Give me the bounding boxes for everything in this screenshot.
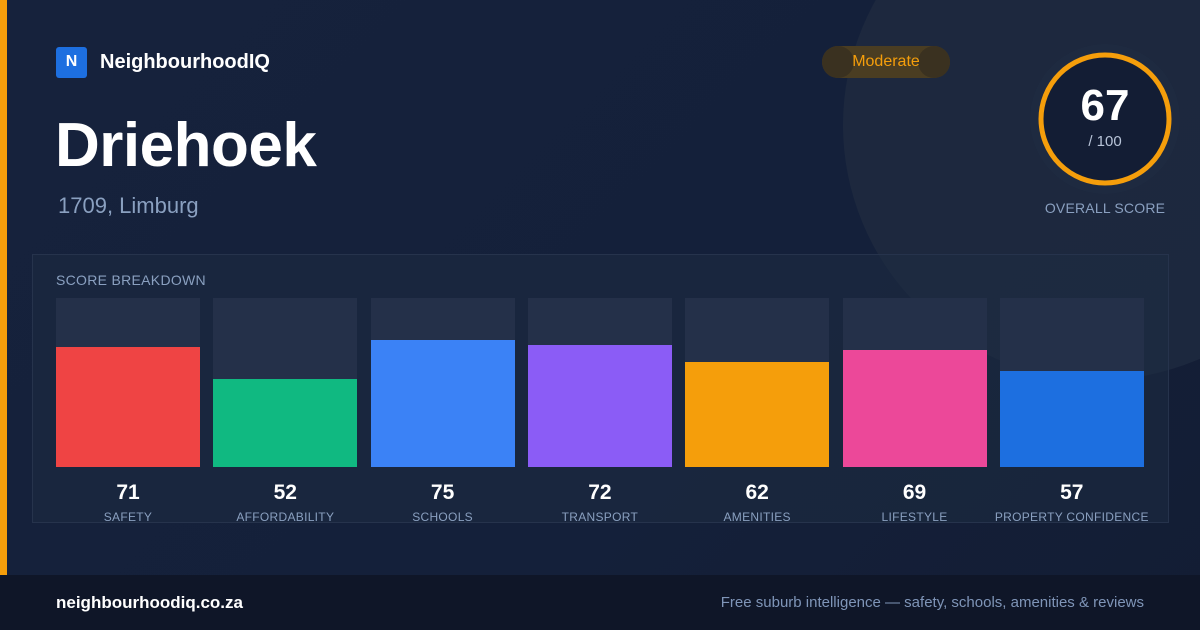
overall-score-value: 67 (1080, 81, 1130, 130)
bar-label: SAFETY (103, 510, 153, 524)
bar-track (213, 298, 358, 467)
bar-value: 57 (1060, 481, 1084, 504)
bar-fill (370, 340, 515, 467)
bar-fill (999, 371, 1144, 467)
bar-label: PROPERTY CONFIDENCE (994, 510, 1149, 524)
bar-track (56, 298, 200, 467)
overall-score-ring: 67 / 100 (1030, 44, 1180, 194)
bar-value: 69 (902, 481, 927, 504)
score-breakdown-panel: SCORE BREAKDOWN 71 SAFETY 52 AFFORDABILITY 7… (32, 254, 1169, 524)
bar-fill (213, 379, 358, 467)
footer-tagline: Free suburb intelligence — safety, schoo… (720, 594, 1144, 611)
bar-track (527, 298, 672, 467)
bar-value: 75 (430, 481, 455, 504)
rating-badge: Moderate (822, 46, 950, 78)
bar-track (685, 298, 830, 467)
bar-value: 72 (588, 481, 612, 504)
bar-label: AFFORDABILITY (236, 510, 335, 524)
bar-track (370, 298, 515, 467)
suburb-location: 1709, Limburg (58, 193, 199, 218)
score-ring-circle (1038, 52, 1172, 186)
footer-url[interactable]: neighbourhoodiq.co.za (56, 592, 243, 612)
bar-label: LIFESTYLE (881, 510, 948, 524)
bar-fill (56, 347, 200, 467)
bar-label: TRANSPORT (561, 510, 639, 524)
bar-label: SCHOOLS (412, 510, 473, 524)
brand-logo-icon: N (56, 46, 87, 78)
brand: N NeighbourhoodIQ (56, 46, 270, 78)
bar-value: 62 (745, 481, 769, 504)
bar-value: 52 (273, 481, 297, 504)
bar-fill (527, 345, 672, 467)
suburb-title: Driehoek (55, 111, 317, 180)
brand-name: NeighbourhoodIQ (100, 50, 270, 73)
rating-badge-label: Moderate (852, 53, 920, 70)
overall-score-caption: OVERALL SCORE (1044, 200, 1166, 216)
bar-value: 71 (116, 481, 140, 504)
overall-score-max: / 100 (1088, 133, 1122, 150)
bar-track (999, 298, 1144, 467)
bar-label: AMENITIES (723, 510, 791, 524)
score-breakdown-title: SCORE BREAKDOWN (56, 272, 206, 288)
bar-fill (685, 362, 830, 467)
footer: neighbourhoodiq.co.za Free suburb intell… (0, 575, 1200, 630)
bar-fill (842, 350, 987, 467)
score-bars: 71 SAFETY 52 AFFORDABILITY 75 SCHOOLS 72 TRANSP… (33, 255, 1168, 524)
accent-bar (0, 0, 7, 575)
bar-track (842, 298, 987, 467)
score-ring-graphic (1030, 44, 1180, 194)
